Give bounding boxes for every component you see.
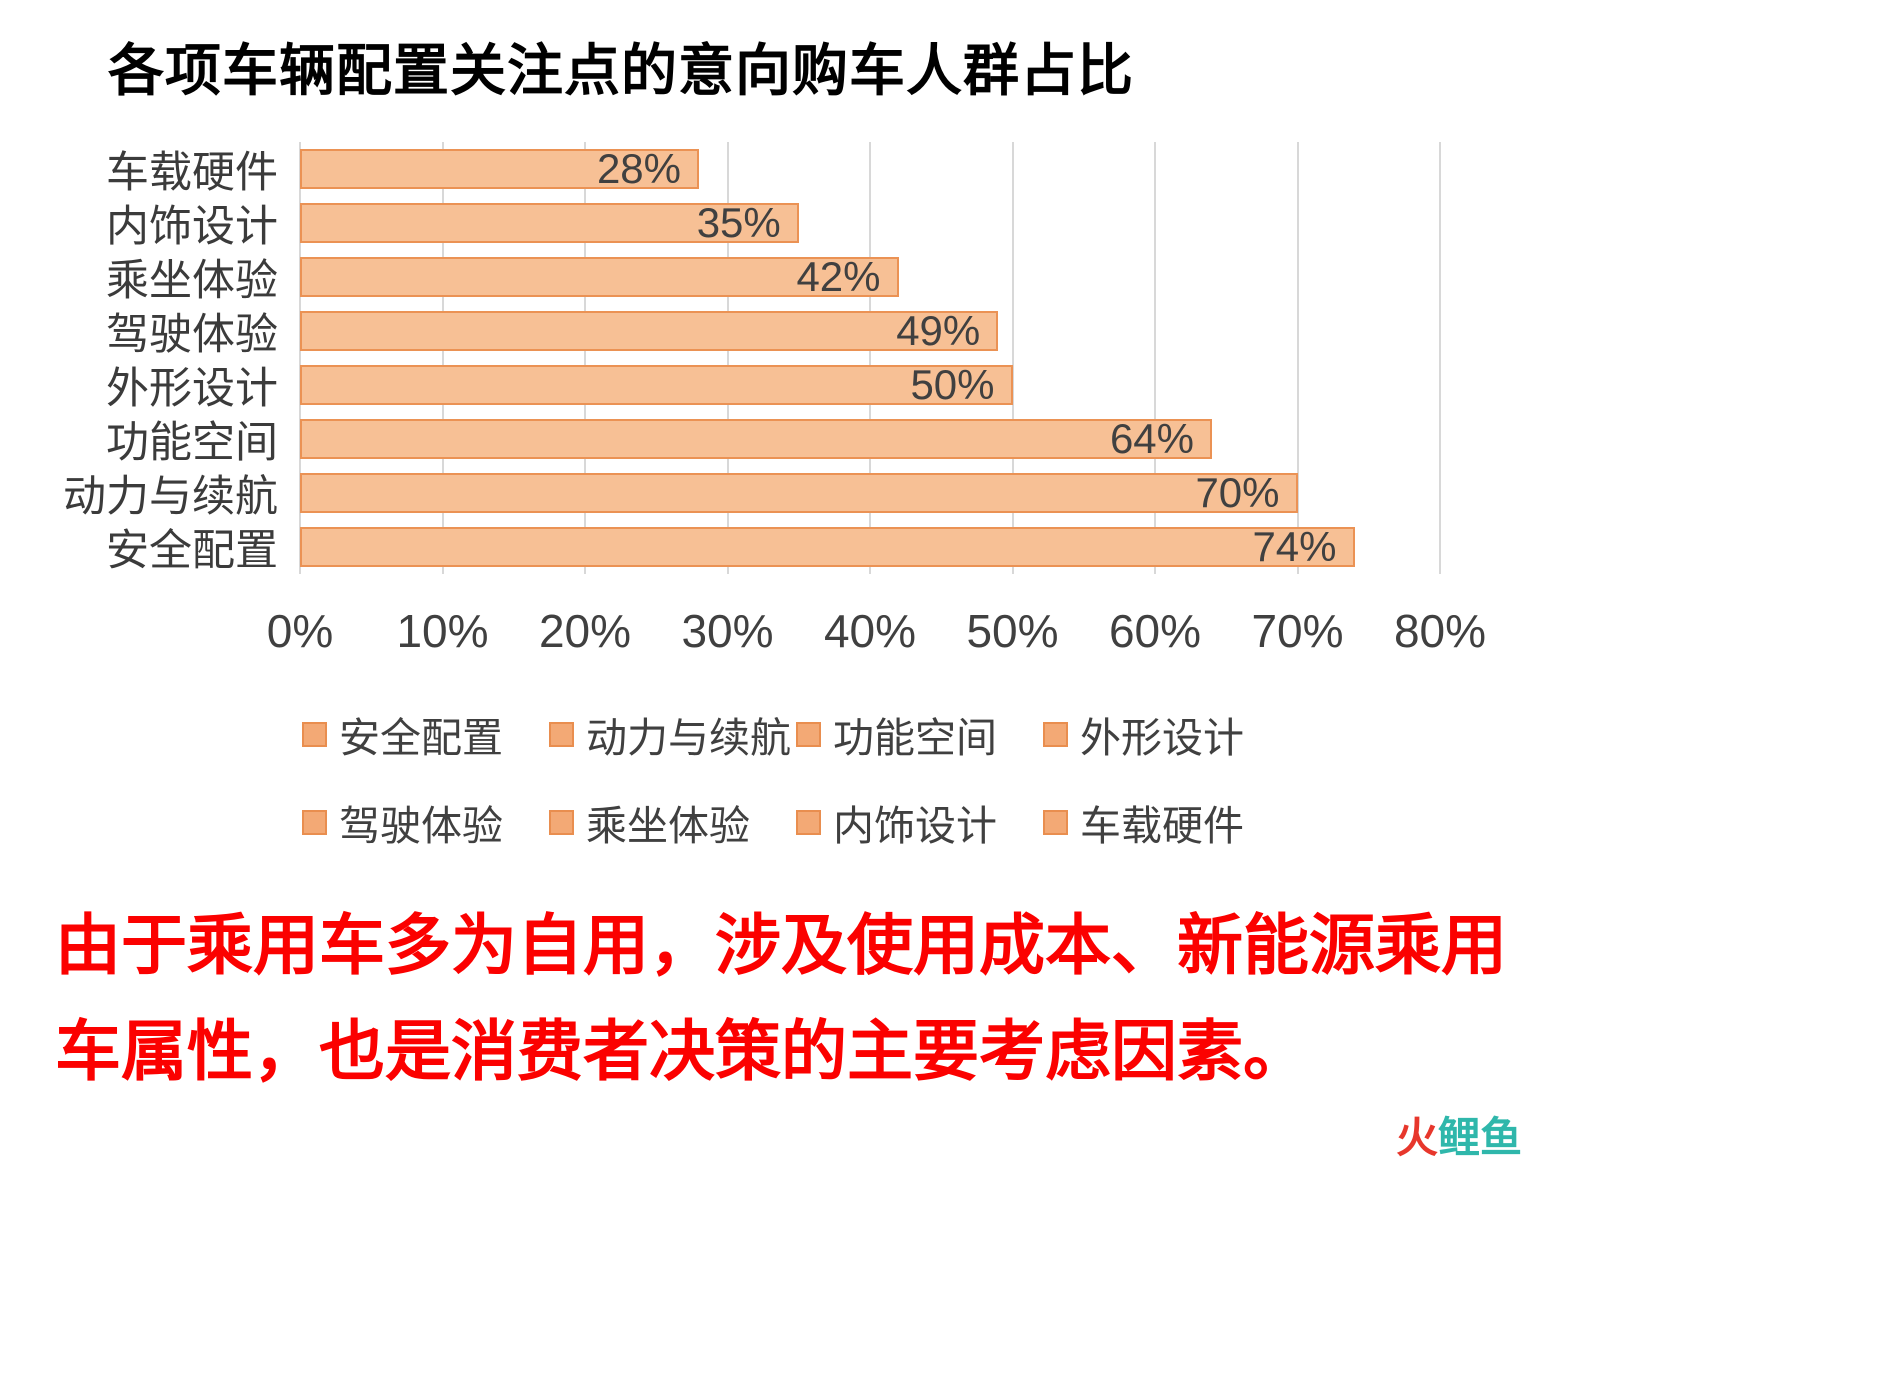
bar-track: 74% [300,523,1440,570]
bar-track: 42% [300,253,1440,300]
gridline [869,142,871,574]
legend-item: 内饰设计 [796,792,1043,852]
gridline [1439,142,1441,574]
bar-track: 28% [300,145,1440,192]
legend-label: 车载硬件 [1080,803,1244,849]
category-label: 动力与续航 [63,473,278,521]
bar: 35% [300,199,799,246]
legend-label: 功能空间 [833,715,997,761]
bar-track: 64% [300,415,1440,462]
gridline [1154,142,1156,574]
chart-row: 安全配置 74% [0,520,1460,575]
bar: 50% [300,361,1013,408]
gridline [726,142,729,574]
bar-track: 35% [300,199,1440,246]
watermark-fish-text: 鲤鱼 [1438,1114,1523,1161]
value-label: 74% [1252,523,1337,570]
value-label: 28% [596,145,681,192]
category-label: 车载硬件 [106,149,278,197]
legend-swatch-icon [549,809,574,835]
chart-title: 各项车辆配置关注点的意向购车人群占比 [108,39,1134,102]
x-tick-label: 80% [1393,605,1487,657]
category-label: 功能空间 [106,419,278,467]
legend-label: 驾驶体验 [339,803,503,849]
chart-legend: 安全配置 动力与续航 功能空间 外形设计驾驶体验 乘坐体验 内饰设计 车载硬件 [302,704,1600,852]
legend-item: 车载硬件 [1043,792,1290,852]
legend-item: 动力与续航 [549,704,796,764]
chart-row: 驾驶体验 49% [0,304,1460,359]
legend-swatch-icon [796,809,821,835]
bar: 42% [300,253,899,300]
legend-item: 安全配置 [302,704,549,764]
legend-swatch-icon [549,721,574,747]
legend-item: 驾驶体验 [302,792,549,852]
legend-swatch-icon [1043,809,1068,835]
x-tick-label: 60% [1108,605,1202,657]
x-tick-label: 50% [966,605,1059,657]
bar: 70% [300,469,1298,516]
bar: 64% [300,415,1212,462]
legend-swatch-icon [1043,721,1068,747]
bar-track: 50% [300,361,1440,408]
x-tick-label: 10% [396,605,489,657]
legend-label: 外形设计 [1080,715,1244,761]
value-label: 42% [796,253,881,300]
brand-watermark: 火鲤鱼 [1396,1104,1522,1165]
bar: 49% [300,307,999,354]
category-label: 内饰设计 [106,203,278,251]
gridline [299,142,301,574]
x-tick-label: 70% [1251,605,1344,657]
value-label: 70% [1195,469,1280,516]
bar-chart: 车载硬件 28% 内饰设计 35% 乘坐体验 42% 驾驶体验 49% 外形设计 50% 功能空间 6… [0,142,1600,852]
gridline [441,142,444,574]
bar: 74% [300,523,1355,570]
legend-swatch-icon [796,721,821,747]
chart-row: 功能空间 64% [0,412,1460,467]
bar-rows: 车载硬件 28% 内饰设计 35% 乘坐体验 42% 驾驶体验 49% 外形设计 50% 功能空间 6… [0,142,1460,575]
chart-row: 外形设计 50% [0,358,1460,413]
bar-track: 70% [300,469,1440,516]
legend-label: 乘坐体验 [586,803,750,849]
gridline [1296,142,1299,574]
x-axis: 0% 10% 20% 30% 40% 50% 60% 70% 80% [267,604,1486,668]
legend-label: 安全配置 [339,715,503,761]
gridline [1011,142,1014,574]
x-tick-label: 0% [266,605,334,657]
category-label: 驾驶体验 [106,311,278,359]
bar: 28% [300,145,699,192]
legend-label: 内饰设计 [833,803,997,849]
legend-swatch-icon [302,809,327,835]
legend-item: 外形设计 [1043,704,1290,764]
chart-row: 内饰设计 35% [0,196,1460,251]
value-label: 64% [1109,415,1194,462]
category-label: 安全配置 [106,527,278,575]
category-label: 外形设计 [106,365,278,413]
gridline-layer [299,142,1441,574]
plot-region: 车载硬件 28% 内饰设计 35% 乘坐体验 42% 驾驶体验 49% 外形设计 50% 功能空间 6… [0,142,1460,575]
watermark-fire-text: 火 [1396,1114,1439,1161]
value-label: 50% [910,361,995,408]
legend-label: 动力与续航 [586,715,791,761]
chart-row: 车载硬件 28% [0,142,1460,197]
x-tick-label: 20% [538,605,632,657]
bar-track: 49% [300,307,1440,354]
category-label: 乘坐体验 [106,257,278,305]
chart-row: 动力与续航 70% [0,466,1460,521]
caption-text: 由于乘用车多为自用，涉及使用成本、新能源乘用车属性，也是消费者决策的主要考虑因素… [55,908,1507,1088]
x-tick-label: 30% [681,605,774,657]
chart-row: 乘坐体验 42% [0,250,1460,305]
value-label: 49% [896,307,981,354]
legend-item: 功能空间 [796,704,1043,764]
legend-swatch-icon [302,721,327,747]
x-tick-label: 40% [823,605,917,657]
legend-item: 乘坐体验 [549,792,796,852]
value-label: 35% [696,199,781,246]
gridline [584,142,586,574]
